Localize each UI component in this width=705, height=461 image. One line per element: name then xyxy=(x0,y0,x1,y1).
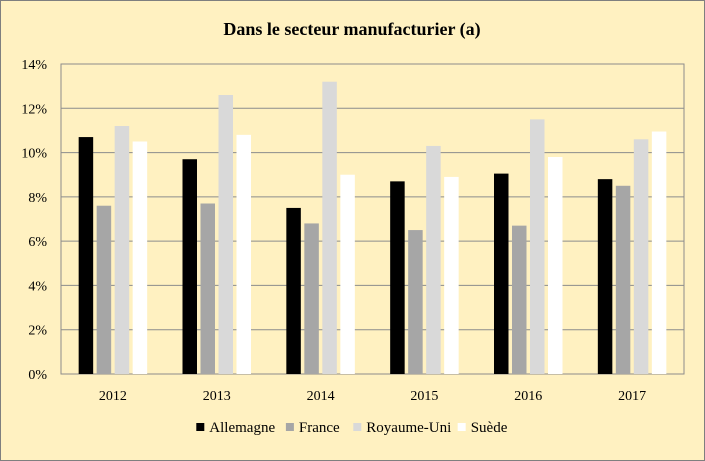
bar-royaume-uni-2012 xyxy=(114,126,130,374)
bar-allemagne-2012 xyxy=(78,137,94,374)
chart-title: Dans le secteur manufacturier (a) xyxy=(223,19,480,40)
legend-item: Royaume-Uni xyxy=(353,420,451,436)
bar-france-2014 xyxy=(304,223,319,374)
y-tick-label: 14% xyxy=(21,58,47,73)
x-tick-label: 2016 xyxy=(514,389,542,404)
bar-france-2015 xyxy=(408,230,423,374)
x-tick-label: 2015 xyxy=(410,389,438,404)
legend-label: Royaume-Uni xyxy=(366,420,451,436)
y-tick-label: 8% xyxy=(28,191,47,206)
bar-royaume-uni-2015 xyxy=(426,145,441,374)
bar-france-2016 xyxy=(512,225,527,374)
bar-france-2017 xyxy=(615,185,631,374)
legend-item: Allemagne xyxy=(196,420,275,436)
bar-allemagne-2014 xyxy=(286,207,301,374)
plot-background xyxy=(61,64,684,374)
legend-label: France xyxy=(299,420,340,436)
x-tick-label: 2017 xyxy=(618,389,646,404)
y-tick-label: 0% xyxy=(28,368,47,383)
bar-royaume-uni-2016 xyxy=(530,119,545,374)
legend-swatch xyxy=(196,423,205,431)
legend-label: Allemagne xyxy=(209,420,275,436)
y-tick-label: 6% xyxy=(28,235,47,250)
bar-su-de-2016 xyxy=(548,157,563,374)
legend: Allemagne France Royaume-Uni Suède xyxy=(196,420,508,436)
bar-allemagne-2013 xyxy=(182,159,197,374)
legend-item: France xyxy=(285,420,340,436)
legend-item: Suède xyxy=(457,420,508,436)
bar-royaume-uni-2013 xyxy=(218,95,233,374)
bar-su-de-2014 xyxy=(340,174,355,374)
bar-france-2013 xyxy=(200,203,215,374)
bar-allemagne-2017 xyxy=(597,179,613,374)
bar-allemagne-2016 xyxy=(494,173,509,374)
plot-area: 0% 2% 4% 6% 8% 10% 12% 14% 2012 2013 2014 2015 2016 2… xyxy=(21,58,685,404)
plot-border xyxy=(60,63,685,375)
bar-france-2012 xyxy=(96,205,112,374)
x-tick-label: 2013 xyxy=(203,389,231,404)
bar-royaume-uni-2017 xyxy=(633,139,649,374)
x-tick-label: 2012 xyxy=(99,389,127,404)
bar-su-de-2017 xyxy=(651,131,667,374)
bar-su-de-2013 xyxy=(236,134,251,374)
legend-swatch xyxy=(457,423,466,431)
bar-su-de-2012 xyxy=(132,141,148,374)
bar-su-de-2015 xyxy=(444,176,459,374)
y-tick-label: 2% xyxy=(28,324,47,339)
y-tick-label: 12% xyxy=(21,102,47,117)
legend-label: Suède xyxy=(471,420,508,436)
x-tick-label: 2014 xyxy=(307,389,335,404)
y-tick-label: 10% xyxy=(21,147,47,162)
legend-swatch xyxy=(353,423,362,431)
bar-allemagne-2015 xyxy=(390,181,405,374)
y-tick-label: 4% xyxy=(28,279,47,294)
bar-royaume-uni-2014 xyxy=(322,81,337,374)
legend-swatch xyxy=(285,423,294,431)
